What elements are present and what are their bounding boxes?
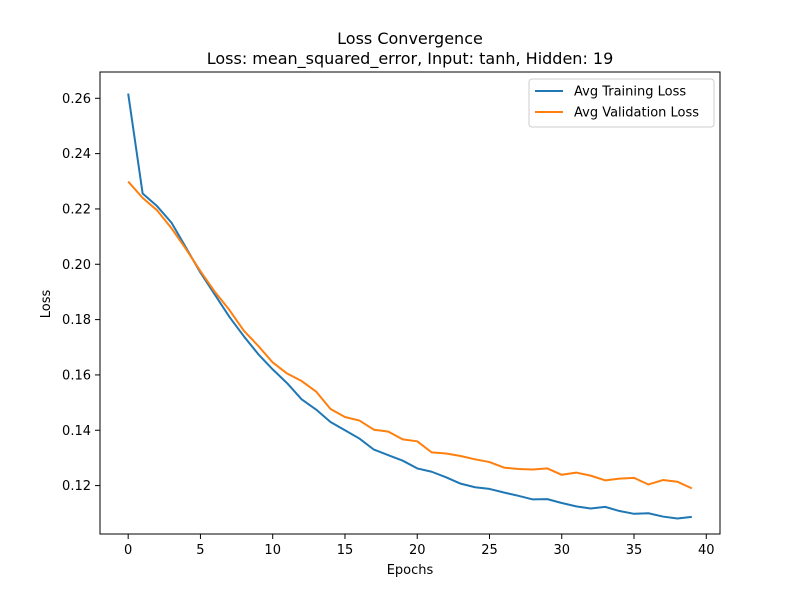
x-tick-label: 40 xyxy=(698,543,715,558)
y-tick-label: 0.20 xyxy=(62,258,91,273)
x-tick-label: 15 xyxy=(337,543,354,558)
x-tick-label: 10 xyxy=(264,543,281,558)
x-tick-label: 0 xyxy=(124,543,132,558)
chart-title: Loss Convergence xyxy=(337,29,483,48)
y-tick-label: 0.14 xyxy=(62,424,91,439)
plot-area: 0 5 10 15 20 25 30 35 40 0.12 0.14 0.16 0.18 0.20 0.22… xyxy=(62,71,721,558)
y-tick-label: 0.16 xyxy=(62,368,91,383)
chart-subtitle: Loss: mean_squared_error, Input: tanh, H… xyxy=(207,49,614,69)
axes-frame xyxy=(99,71,721,535)
x-tick-label: 20 xyxy=(409,543,426,558)
legend-label-1: Avg Validation Loss xyxy=(574,106,699,121)
x-tick-label: 30 xyxy=(553,543,570,558)
series-line-1 xyxy=(127,180,693,490)
y-tick-label: 0.24 xyxy=(62,147,91,162)
y-tick-label: 0.18 xyxy=(62,313,91,328)
legend-box xyxy=(528,78,715,128)
series-line-0 xyxy=(127,93,692,520)
x-axis-label: Epochs xyxy=(387,563,434,578)
x-tick-label: 25 xyxy=(481,543,498,558)
y-axis-label: Loss xyxy=(39,290,54,319)
x-tick-label: 35 xyxy=(626,543,643,558)
legend-label-0: Avg Training Loss xyxy=(574,85,686,100)
legend: Avg Training Loss Avg Validation Loss xyxy=(528,78,715,128)
y-tick-label: 0.26 xyxy=(62,92,91,107)
y-tick-label: 0.12 xyxy=(62,479,91,494)
x-tick-label: 5 xyxy=(196,543,204,558)
y-tick-label: 0.22 xyxy=(62,202,91,217)
